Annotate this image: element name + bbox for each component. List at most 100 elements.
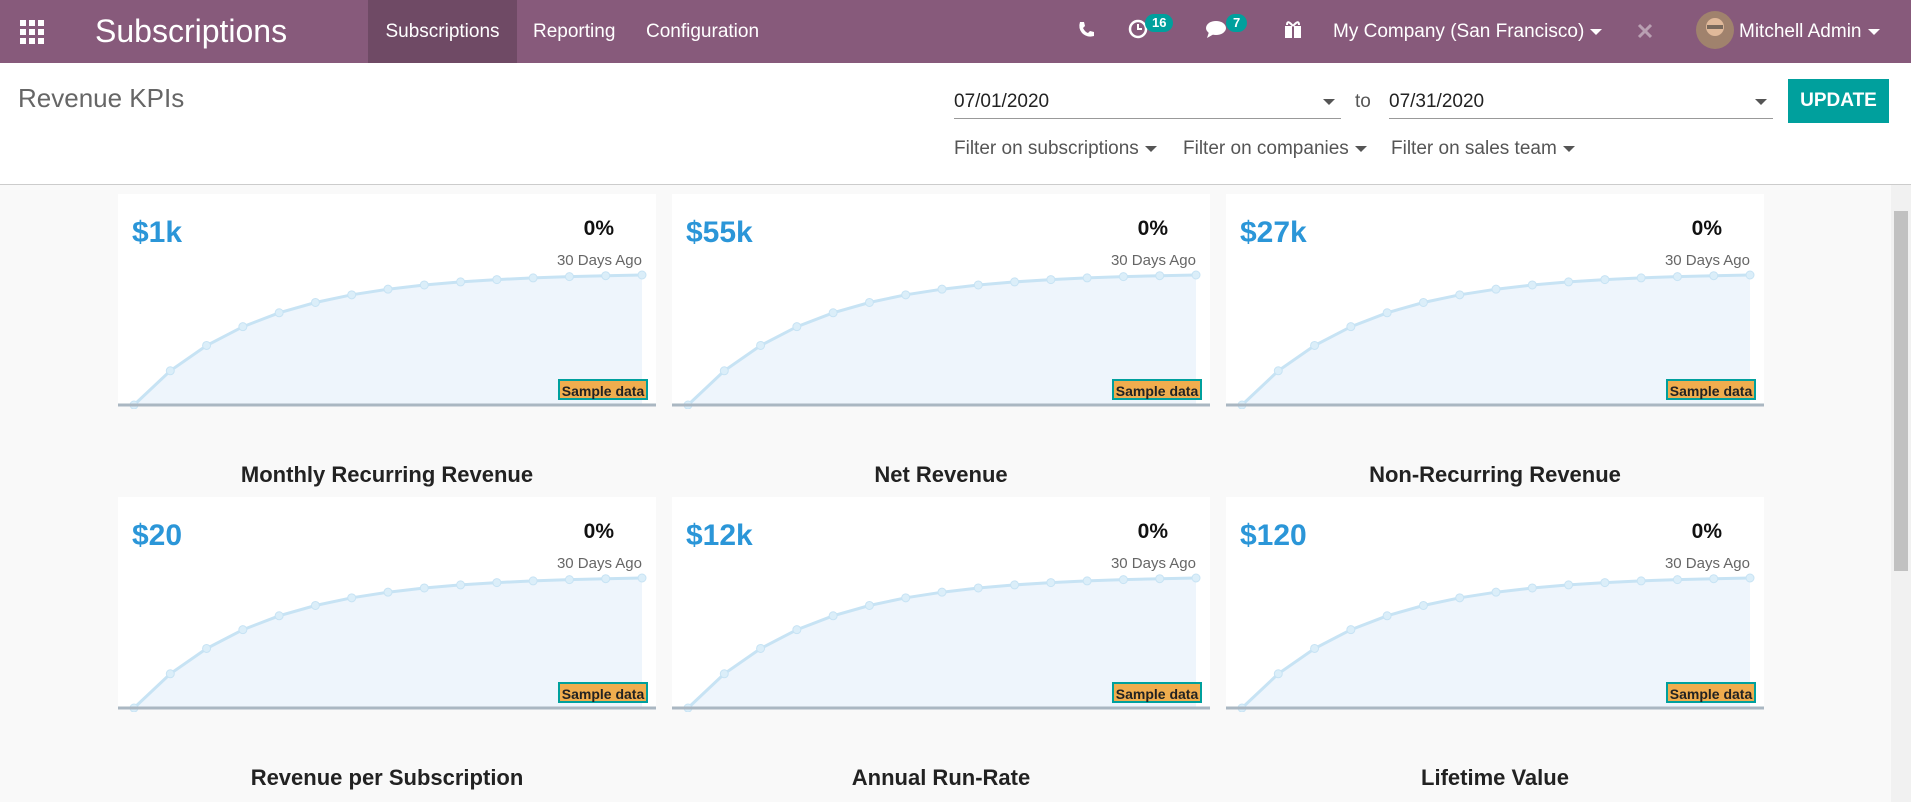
sparkline-point bbox=[1491, 587, 1501, 597]
kpi-card[interactable]: $20 0% 30 Days Ago Sample data bbox=[118, 497, 656, 712]
kpi-title: Non-Recurring Revenue bbox=[1369, 462, 1621, 487]
sparkline-point bbox=[1382, 611, 1392, 621]
sparkline bbox=[672, 573, 1210, 712]
menu-item[interactable]: Configuration bbox=[646, 21, 760, 42]
kpi-change: 0% bbox=[1137, 217, 1168, 240]
kpi-card[interactable]: $120 0% 30 Days Ago Sample data bbox=[1226, 497, 1764, 712]
sparkline-point bbox=[528, 273, 538, 283]
date-from[interactable]: 07/01/2020 bbox=[954, 86, 1341, 119]
navbar: Subscriptions Subscriptions Reporting Co… bbox=[0, 0, 1911, 63]
date-to[interactable]: 07/31/2020 bbox=[1389, 86, 1773, 119]
sparkline-point bbox=[601, 271, 611, 281]
caret bbox=[1144, 145, 1157, 152]
company-switcher[interactable]: My Company (San Francisco) bbox=[1333, 0, 1603, 63]
sparkline-point bbox=[1310, 643, 1320, 653]
sparkline-point bbox=[864, 600, 874, 610]
sparkline-point bbox=[1382, 308, 1392, 318]
sparkline-point bbox=[1709, 574, 1719, 584]
sparkline-point bbox=[1118, 272, 1128, 282]
chat-icon[interactable] bbox=[1205, 19, 1229, 39]
phone-icon[interactable] bbox=[1077, 21, 1095, 39]
scrollbar[interactable] bbox=[1891, 185, 1911, 802]
sparkline-point bbox=[1745, 270, 1755, 280]
kpi-value: $1k bbox=[132, 216, 183, 249]
filter-dropdown[interactable]: Filter on subscriptions bbox=[954, 138, 1157, 160]
sparkline-point bbox=[637, 270, 647, 280]
kpi-period: 30 Days Ago bbox=[556, 555, 642, 572]
scroll-thumb[interactable] bbox=[1894, 211, 1908, 571]
kpi-card[interactable]: $1k 0% 30 Days Ago Sample data bbox=[118, 194, 656, 409]
date-separator: to bbox=[1355, 91, 1371, 112]
sparkline-point bbox=[528, 576, 538, 586]
sparkline-point bbox=[1191, 573, 1201, 583]
sparkline-point bbox=[1046, 578, 1056, 588]
sparkline-area bbox=[688, 578, 1196, 708]
caret bbox=[1354, 145, 1367, 152]
sparkline-point bbox=[1346, 322, 1356, 332]
user-menu[interactable]: Mitchell Admin bbox=[1739, 0, 1880, 63]
sparkline-point bbox=[456, 580, 466, 590]
activity-badge: 16 bbox=[1145, 14, 1174, 32]
sparkline-point bbox=[1010, 277, 1020, 287]
sparkline-area bbox=[134, 275, 642, 405]
date-text: 07/31/2020 bbox=[1389, 91, 1485, 112]
sparkline-point bbox=[973, 280, 983, 290]
filter-dropdown[interactable]: Filter on companies bbox=[1183, 138, 1367, 160]
sample-badge: Sample data bbox=[1666, 379, 1756, 400]
kpi-value: $120 bbox=[1240, 519, 1307, 552]
caret bbox=[1323, 99, 1335, 105]
sparkline-point bbox=[1046, 275, 1056, 285]
sample-badge: Sample data bbox=[1112, 682, 1202, 703]
sparkline-point bbox=[1564, 277, 1574, 287]
update-button[interactable]: UPDATE bbox=[1788, 79, 1889, 123]
menu-item[interactable]: Subscriptions bbox=[368, 0, 517, 63]
sparkline-point bbox=[1527, 280, 1537, 290]
sparkline-point bbox=[1418, 600, 1428, 610]
sparkline-point bbox=[383, 587, 393, 597]
sparkline-point bbox=[719, 366, 729, 376]
filter-dropdown[interactable]: Filter on sales team bbox=[1391, 138, 1575, 160]
sparkline-point bbox=[1564, 580, 1574, 590]
activity-icon[interactable] bbox=[1128, 19, 1148, 39]
close-icon[interactable] bbox=[1637, 23, 1653, 39]
date-text: 07/01/2020 bbox=[954, 91, 1050, 112]
sparkline-point bbox=[1709, 271, 1719, 281]
sparkline-point bbox=[1082, 273, 1092, 283]
sparkline bbox=[1226, 270, 1764, 409]
filter-label: Filter on sales team bbox=[1391, 138, 1557, 159]
caret bbox=[1590, 28, 1603, 35]
sparkline bbox=[672, 270, 1210, 409]
sparkline-point bbox=[1745, 573, 1755, 583]
sample-badge: Sample data bbox=[1666, 682, 1756, 703]
avatar[interactable] bbox=[1696, 11, 1734, 49]
sparkline-point bbox=[864, 297, 874, 307]
kpi-change: 0% bbox=[583, 520, 614, 543]
app-title: Subscriptions bbox=[95, 13, 288, 49]
sparkline-point bbox=[1273, 366, 1283, 376]
sparkline-point bbox=[1310, 340, 1320, 350]
sparkline-point bbox=[1455, 593, 1465, 603]
menu-item[interactable]: Reporting bbox=[533, 21, 616, 42]
sparkline-point bbox=[1191, 270, 1201, 280]
kpi-title: Revenue per Subscription bbox=[250, 765, 524, 790]
sparkline-point bbox=[792, 625, 802, 635]
sparkline-point bbox=[1672, 272, 1682, 282]
kpi-card[interactable]: $55k 0% 30 Days Ago Sample data bbox=[672, 194, 1210, 409]
kpi-value: $20 bbox=[132, 519, 183, 552]
message-badge: 7 bbox=[1226, 14, 1248, 32]
sparkline-point bbox=[274, 611, 284, 621]
sparkline-point bbox=[828, 611, 838, 621]
kpi-change: 0% bbox=[1137, 520, 1168, 543]
sparkline-point bbox=[419, 280, 429, 290]
kpi-change: 0% bbox=[583, 217, 614, 240]
apps-icon[interactable] bbox=[20, 20, 44, 44]
sparkline-point bbox=[310, 600, 320, 610]
kpi-title: Annual Run-Rate bbox=[851, 765, 1031, 790]
sparkline-point bbox=[1346, 625, 1356, 635]
sparkline-point bbox=[1082, 576, 1092, 586]
sparkline-point bbox=[973, 583, 983, 593]
kpi-card[interactable]: $27k 0% 30 Days Ago Sample data bbox=[1226, 194, 1764, 409]
kpi-change: 0% bbox=[1691, 520, 1722, 543]
kpi-card[interactable]: $12k 0% 30 Days Ago Sample data bbox=[672, 497, 1210, 712]
gift-icon[interactable] bbox=[1283, 19, 1303, 39]
